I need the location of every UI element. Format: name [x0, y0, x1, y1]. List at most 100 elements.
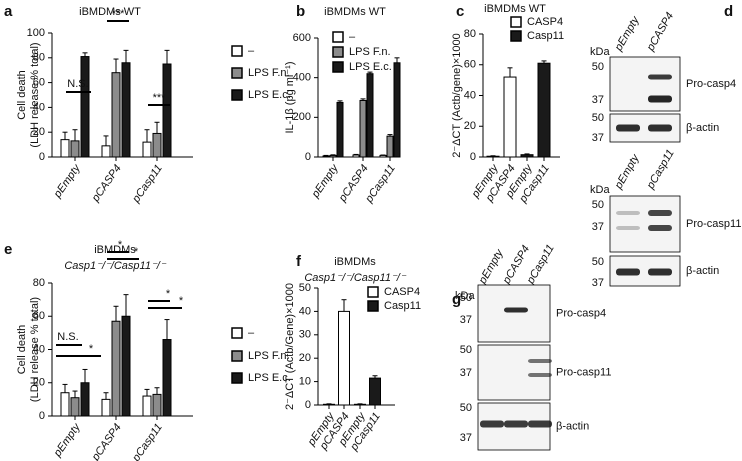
panel-letter: g	[452, 291, 461, 308]
y-tick-label: 80	[464, 28, 476, 40]
bar	[142, 395, 152, 417]
bar	[369, 377, 381, 406]
legend-label: LPS E.c.	[248, 372, 291, 384]
marker-label: 50	[592, 61, 604, 73]
bar	[329, 154, 337, 158]
error-bar	[164, 319, 170, 340]
bar	[322, 155, 330, 158]
bar	[354, 403, 366, 406]
marker-label: 50	[460, 344, 472, 356]
error-bar	[341, 299, 347, 312]
marker-label: 37	[592, 277, 604, 289]
error-bar	[113, 58, 119, 73]
significance-label: ***	[153, 92, 167, 104]
legend-swatch	[231, 67, 243, 79]
x-tick-label: pEmpty	[309, 161, 342, 200]
error-bar	[353, 153, 359, 156]
y-tick-label: 100	[27, 27, 45, 39]
bar	[101, 398, 111, 417]
y-axis-label: 2⁻ΔCT (Actb/Gene)×1000	[284, 283, 296, 410]
y-axis-label: (LDH release % total)	[29, 297, 41, 402]
significance-label: *	[89, 343, 94, 355]
error-bar	[154, 387, 160, 395]
error-bar	[164, 49, 170, 64]
strip-label: Pro-casp4	[556, 307, 606, 319]
chart-title: iBMDMs	[94, 244, 136, 256]
y-tick-label: 0	[39, 410, 45, 422]
band	[528, 420, 552, 428]
lane-label: pCasp11	[644, 148, 677, 192]
error-bar	[144, 388, 150, 397]
significance-label: N.S.	[67, 78, 88, 90]
y-tick-label: 600	[293, 32, 311, 44]
error-bar	[113, 305, 119, 322]
legend-label: –	[349, 31, 356, 43]
blot-unit: kDa	[590, 184, 610, 196]
marker-label: 37	[592, 94, 604, 106]
chart-subtitle: Casp1⁻/⁻/Casp11⁻/⁻	[64, 260, 166, 272]
chart-title: iBMDMs WT	[484, 3, 546, 15]
legend-label: LPS F.n.	[248, 67, 290, 79]
panel-letter: b	[296, 3, 305, 20]
marker-label: 37	[460, 432, 472, 444]
y-tick-label: 30	[299, 329, 311, 341]
band	[648, 210, 672, 216]
legend-swatch	[367, 300, 379, 312]
y-tick-label: 200	[293, 111, 311, 123]
y-tick-label: 20	[299, 352, 311, 364]
bar	[142, 141, 152, 158]
blot-strip	[609, 195, 681, 253]
legend-label: –	[248, 45, 255, 57]
y-tick-label: 40	[464, 89, 476, 101]
error-bar	[123, 49, 129, 63]
x-tick-label: pCASP4	[89, 163, 124, 205]
error-bar	[394, 57, 400, 63]
y-tick-label: 0	[305, 399, 311, 411]
legend-swatch	[332, 46, 344, 58]
band	[480, 420, 504, 428]
significance-label: *	[179, 295, 184, 307]
legend-label: LPS F.n.	[349, 46, 391, 58]
marker-label: 50	[592, 199, 604, 211]
y-axis-label: 2⁻ΔCT (Actb/gene)×1000	[451, 33, 463, 158]
strip-label: β-actin	[686, 265, 719, 277]
bar	[121, 62, 131, 158]
blot-unit: kDa	[590, 46, 610, 58]
strip-label: β-actin	[686, 122, 719, 134]
y-tick-label: 10	[299, 376, 311, 388]
x-tick-label: pEmpty	[51, 420, 84, 459]
y-tick-label: 20	[33, 377, 45, 389]
y-tick-label: 40	[299, 305, 311, 317]
strip-label: Pro-casp4	[686, 78, 736, 90]
panel-letter: d	[724, 3, 733, 20]
error-bar	[330, 154, 336, 156]
marker-label: 37	[460, 314, 472, 326]
significance-label: *	[134, 246, 139, 258]
legend-swatch	[231, 350, 243, 362]
legend-label: LPS E.c.	[248, 89, 291, 101]
legend-label: CASP4	[527, 16, 563, 28]
strip-label: β-actin	[556, 420, 589, 432]
legend-swatch	[332, 31, 344, 43]
bar	[162, 339, 172, 417]
band	[528, 373, 552, 377]
error-bar	[82, 368, 88, 383]
bar	[80, 56, 90, 158]
band	[648, 225, 672, 231]
lane-label: pEmpty	[612, 13, 642, 53]
marker-label: 37	[592, 132, 604, 144]
x-tick-label: pCasp11	[130, 163, 165, 206]
bar	[60, 392, 70, 417]
bar	[338, 310, 350, 406]
blot-strip	[609, 56, 681, 112]
error-bar	[103, 392, 109, 400]
error-bar	[541, 60, 547, 64]
error-bar	[103, 135, 109, 146]
bar	[393, 62, 401, 158]
bar	[366, 73, 374, 158]
error-bar	[387, 134, 393, 137]
y-axis-label: (LDH release % total)	[29, 42, 41, 147]
bar	[152, 393, 162, 417]
significance-label: *	[118, 239, 123, 251]
x-tick-label: pEmpty	[51, 161, 84, 200]
